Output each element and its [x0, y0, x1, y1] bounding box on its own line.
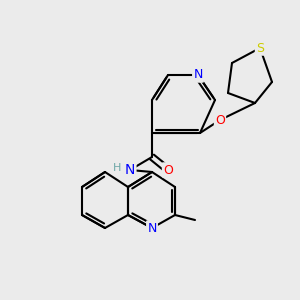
Text: O: O — [215, 113, 225, 127]
Text: H: H — [113, 163, 121, 173]
Text: O: O — [163, 164, 173, 176]
Text: N: N — [147, 221, 157, 235]
Text: N: N — [125, 163, 135, 177]
Text: N: N — [193, 68, 203, 82]
Text: S: S — [256, 41, 264, 55]
